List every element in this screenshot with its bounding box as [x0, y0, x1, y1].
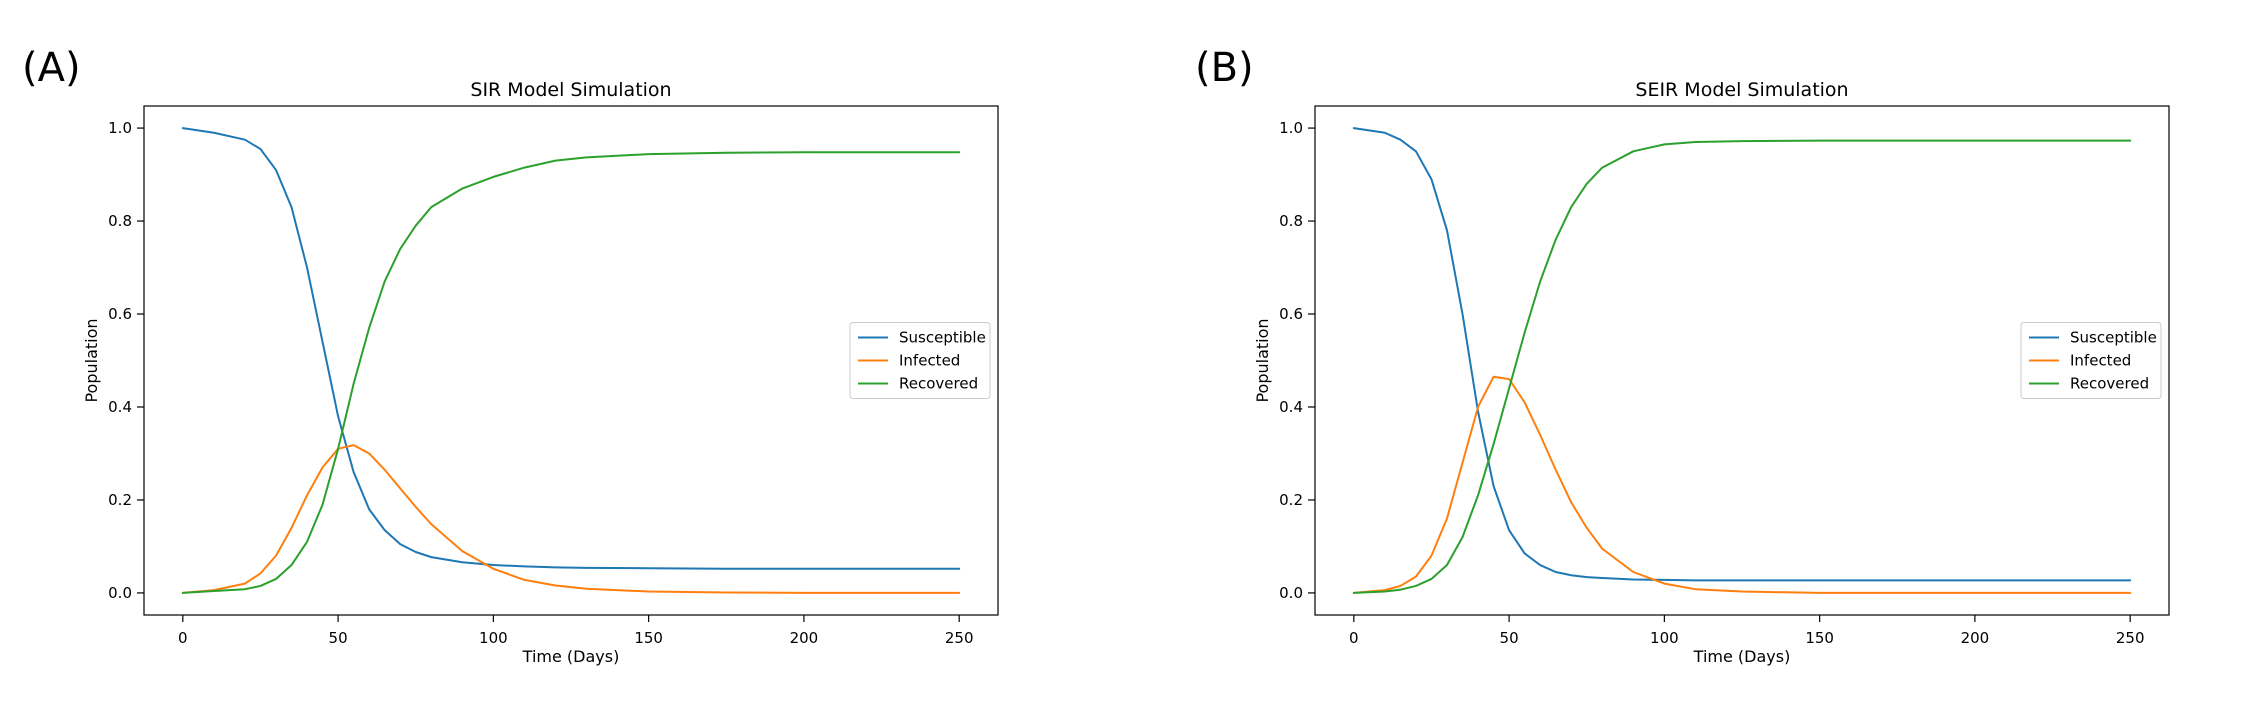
seir-chart: 0 50 100 150 200 250 0.0 0.2 0.4 0.6 0.8 1.0 SEIR Mo… [1253, 79, 2170, 666]
chart-title: SIR Model Simulation [470, 79, 671, 101]
legend-label-susceptible: Susceptible [2070, 329, 2157, 347]
x-tick-label: 50 [329, 629, 348, 647]
chart-title: SEIR Model Simulation [1635, 79, 1848, 101]
y-tick-label: 0.8 [1279, 212, 1303, 230]
y-tick-label: 0.2 [1279, 491, 1303, 509]
y-tick-label: 0.6 [108, 305, 132, 323]
x-axis-label: Time (Days) [1693, 647, 1791, 666]
series-line-susceptible [1352, 127, 2132, 582]
legend-label-infected: Infected [2070, 352, 2131, 370]
y-tick-label: 0.0 [1279, 584, 1303, 602]
legend-box [2020, 322, 2162, 399]
x-tick-label: 200 [1961, 629, 1990, 647]
x-tick-label: 150 [634, 629, 663, 647]
x-tick-label: 0 [178, 629, 188, 647]
y-tick-label: 0.2 [108, 491, 132, 509]
series-line-recovered [181, 151, 961, 594]
legend-box [849, 322, 991, 399]
y-tick-label: 0.6 [1279, 305, 1303, 323]
y-tick-label: 1.0 [1279, 119, 1303, 137]
plot-frame [143, 105, 999, 616]
x-tick-label: 100 [1650, 629, 1679, 647]
series-line-susceptible [181, 127, 961, 570]
y-tick-label: 0.0 [108, 584, 132, 602]
y-tick-label: 0.4 [108, 398, 132, 416]
y-axis-label: Population [82, 318, 101, 402]
y-tick-label: 1.0 [108, 119, 132, 137]
legend: Susceptible Infected Recovered [2020, 322, 2162, 399]
x-tick-label: 250 [2116, 629, 2145, 647]
x-tick-label: 50 [1500, 629, 1519, 647]
y-tick-label: 0.8 [108, 212, 132, 230]
x-axis-label: Time (Days) [522, 647, 620, 666]
y-axis-label: Population [1253, 318, 1272, 402]
series-lines [1352, 127, 2132, 594]
legend-label-infected: Infected [899, 352, 960, 370]
x-tick-label: 100 [479, 629, 508, 647]
series-lines [181, 127, 961, 594]
series-line-recovered [1352, 139, 2132, 594]
legend-label-susceptible: Susceptible [899, 329, 986, 347]
x-tick-label: 250 [945, 629, 974, 647]
y-tick-label: 0.4 [1279, 398, 1303, 416]
panel-label-a: (A) [22, 45, 81, 91]
plot-frame [1314, 105, 2170, 616]
x-tick-label: 150 [1805, 629, 1834, 647]
legend-label-recovered: Recovered [899, 375, 978, 393]
x-tick-label: 0 [1349, 629, 1359, 647]
x-tick-label: 200 [790, 629, 819, 647]
panel-label-b: (B) [1195, 45, 1254, 91]
legend: Susceptible Infected Recovered [849, 322, 991, 399]
series-line-infected [181, 444, 961, 594]
legend-label-recovered: Recovered [2070, 375, 2149, 393]
sir-chart: 0 50 100 150 200 250 0.0 0.2 0.4 0.6 0.8 1.0 SIR Mod… [82, 79, 999, 666]
series-line-infected [1352, 375, 2132, 594]
